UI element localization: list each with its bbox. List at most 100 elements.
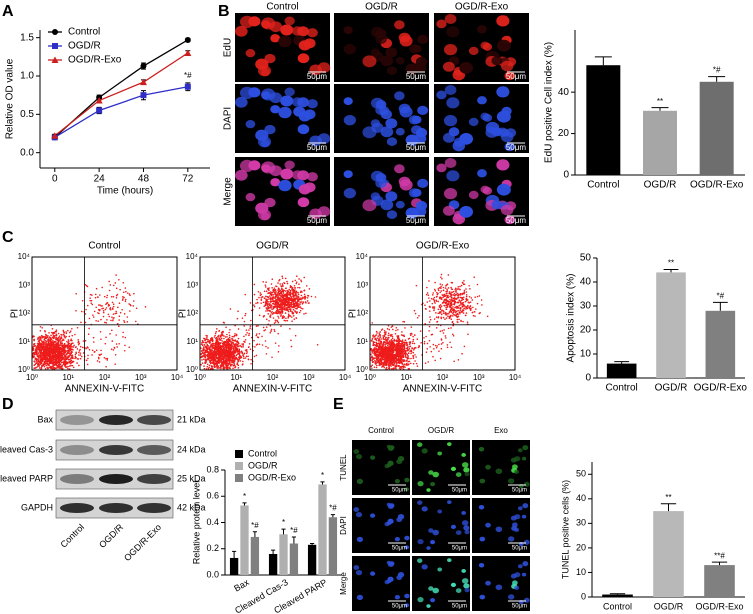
event-dot — [96, 360, 99, 362]
nucleus — [386, 66, 398, 75]
nucleus — [417, 442, 423, 447]
nucleus — [436, 19, 447, 29]
nucleus — [362, 55, 377, 68]
event-dot — [43, 347, 46, 350]
nucleus — [428, 470, 434, 475]
event-dot — [297, 286, 299, 289]
event-dot — [36, 348, 38, 351]
event-dot — [306, 296, 309, 299]
event-dot — [203, 347, 205, 350]
event-dot — [274, 319, 277, 322]
marker — [140, 92, 147, 99]
nucleus — [437, 567, 443, 572]
event-dot — [60, 361, 63, 364]
nucleus — [353, 449, 360, 455]
event-dot — [292, 290, 295, 293]
event-dot — [261, 296, 264, 298]
event-dot — [243, 325, 246, 327]
event-dot — [67, 352, 69, 355]
marker — [51, 56, 59, 63]
nucleus — [426, 604, 431, 608]
event-dot — [112, 319, 114, 322]
event-dot — [102, 315, 105, 318]
event-dot — [52, 364, 55, 366]
event-dot — [213, 344, 215, 347]
nucleus — [523, 597, 530, 603]
significance-label: *# — [717, 292, 725, 301]
event-dot — [51, 356, 53, 358]
y-tick-label: 50 — [576, 469, 586, 479]
flow-plot — [200, 275, 319, 371]
event-dot — [234, 350, 237, 352]
nucleus — [459, 62, 474, 74]
event-dot — [80, 355, 83, 358]
event-dot — [248, 332, 251, 335]
event-dot — [375, 366, 378, 369]
event-dot — [209, 349, 212, 352]
nucleus — [522, 561, 529, 567]
event-dot — [201, 359, 203, 361]
event-dot — [268, 309, 270, 312]
y-tick-label: 1.5 — [20, 32, 34, 43]
bar — [656, 272, 686, 378]
event-dot — [298, 283, 300, 286]
nucleus — [450, 524, 457, 530]
event-dot — [57, 354, 60, 357]
event-dot — [278, 278, 281, 281]
event-dot — [91, 303, 94, 306]
event-dot — [269, 310, 271, 313]
scale-bar-label: 50μm — [307, 143, 328, 152]
event-dot — [69, 330, 72, 332]
event-dot — [91, 294, 93, 296]
event-dot — [93, 350, 96, 353]
event-dot — [53, 349, 56, 352]
event-dot — [216, 350, 219, 353]
event-dot — [423, 340, 426, 343]
event-dot — [246, 349, 248, 351]
x-tick-label: Bax — [232, 577, 251, 594]
nucleus — [432, 587, 440, 594]
event-dot — [45, 362, 48, 365]
event-dot — [304, 296, 307, 299]
event-dot — [63, 352, 66, 354]
nucleus — [461, 510, 466, 515]
event-dot — [66, 347, 69, 349]
event-dot — [267, 305, 269, 308]
nucleus — [421, 448, 428, 454]
nucleus — [464, 587, 470, 593]
event-dot — [372, 344, 374, 347]
event-dot — [414, 354, 416, 356]
event-dot — [308, 288, 311, 290]
event-dot — [256, 301, 259, 304]
nucleus — [444, 158, 457, 168]
event-dot — [123, 349, 126, 352]
event-dot — [277, 296, 280, 299]
nucleus — [417, 178, 429, 189]
event-dot — [297, 296, 300, 298]
event-dot — [215, 336, 218, 339]
event-dot — [274, 342, 277, 344]
event-dot — [253, 293, 256, 296]
event-dot — [296, 307, 298, 310]
event-dot — [265, 318, 268, 321]
event-dot — [391, 335, 394, 338]
event-dot — [76, 348, 79, 350]
event-dot — [292, 312, 295, 314]
nucleus — [234, 96, 248, 108]
event-dot — [203, 367, 206, 370]
event-dot — [106, 294, 109, 297]
event-dot — [291, 288, 293, 291]
event-dot — [75, 351, 77, 354]
event-dot — [387, 334, 390, 337]
event-dot — [284, 301, 286, 303]
nucleus — [307, 28, 318, 38]
nucleus — [459, 206, 474, 218]
event-dot — [223, 337, 225, 340]
event-dot — [133, 292, 135, 295]
event-dot — [214, 345, 217, 347]
event-dot — [373, 366, 376, 368]
event-dot — [42, 356, 44, 359]
nucleus — [512, 580, 518, 586]
event-dot — [67, 358, 70, 361]
event-dot — [228, 340, 231, 343]
